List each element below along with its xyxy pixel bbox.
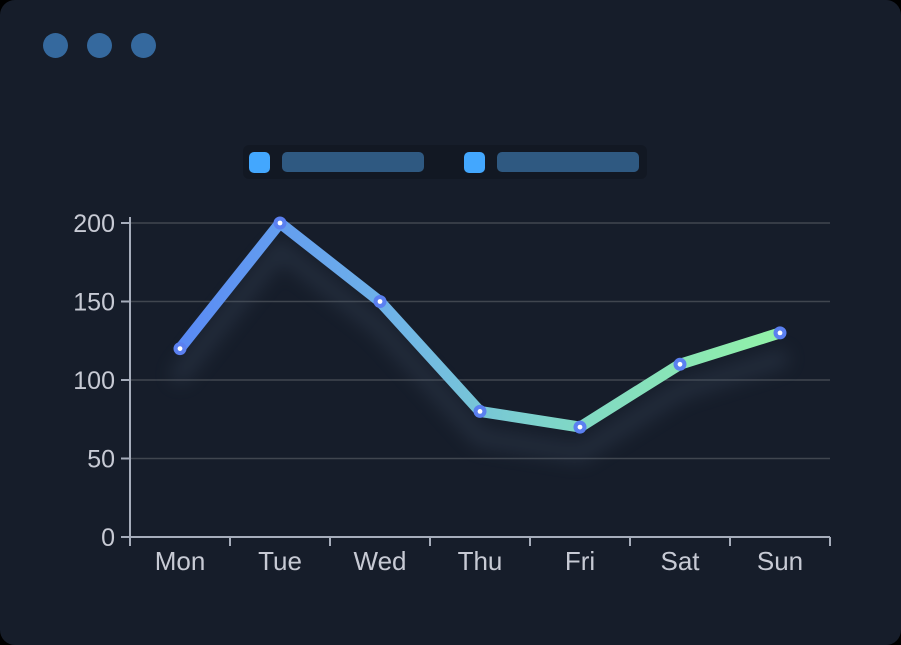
y-tick-label-0: 0 (101, 524, 115, 552)
x-tick-label-sat: Sat (660, 546, 700, 576)
x-tick-label-mon: Mon (155, 546, 206, 576)
chart-legend (243, 145, 647, 179)
legend-item-2[interactable] (464, 151, 639, 173)
y-tick-label-50: 50 (87, 446, 115, 474)
x-tick-label-tue: Tue (258, 546, 302, 576)
y-tick-label-100: 100 (73, 367, 115, 395)
data-point-center-sat (677, 361, 683, 367)
x-tick-label-thu: Thu (458, 546, 503, 576)
window-dot-1[interactable] (43, 33, 68, 58)
data-point-center-thu (477, 409, 483, 414)
x-tick-label-wed: Wed (354, 546, 407, 576)
y-tick-label-200: 200 (73, 210, 115, 238)
legend-swatch-1 (249, 151, 270, 173)
data-point-center-fri (577, 424, 583, 430)
x-tick-label-sun: Sun (757, 546, 803, 576)
data-point-center-sun (777, 330, 783, 336)
line-glow (171, 240, 789, 463)
data-point-center-wed (377, 299, 383, 304)
y-tick-label-150: 150 (73, 289, 115, 317)
window-dot-2[interactable] (87, 33, 112, 58)
titlebar (43, 33, 156, 58)
x-tick-label-fri: Fri (565, 546, 595, 576)
legend-label-placeholder-1 (282, 152, 424, 172)
data-point-center-tue (277, 220, 283, 226)
legend-item-1[interactable] (249, 151, 424, 173)
legend-swatch-2 (464, 151, 485, 173)
data-point-center-mon (177, 346, 183, 351)
window-dot-3[interactable] (131, 33, 156, 58)
legend-label-placeholder-2 (497, 152, 639, 172)
